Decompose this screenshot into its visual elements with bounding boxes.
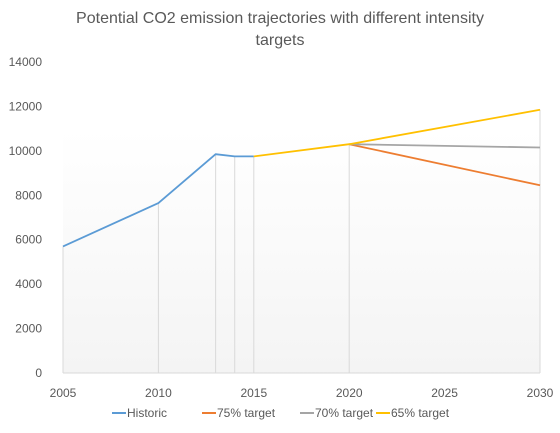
y-tick-label: 6000 — [15, 233, 42, 247]
x-tick-label: 2020 — [336, 386, 363, 400]
legend: Historic 75% target 70% target 65% target — [112, 406, 450, 420]
legend-label: Historic — [127, 406, 167, 420]
y-tick-label: 8000 — [15, 188, 42, 202]
x-tick-label: 2025 — [431, 386, 458, 400]
legend-label: 65% target — [391, 406, 450, 420]
series-line-65-target — [253, 108, 541, 158]
plot-background — [63, 130, 540, 373]
series-line-historic — [62, 153, 254, 248]
y-tick-label: 0 — [35, 366, 42, 380]
legend-label: 70% target — [315, 406, 374, 420]
y-tick-label: 10000 — [9, 144, 43, 158]
y-tick-label: 2000 — [15, 322, 42, 336]
y-axis: 0 2000 4000 6000 8000 10000 12000 14000 — [9, 55, 43, 380]
chart-title-line-2: targets — [256, 32, 305, 49]
series-line-70-target — [349, 143, 541, 149]
series-lines — [62, 108, 541, 248]
x-tick-label: 2015 — [240, 386, 267, 400]
chart-title: Potential CO2 emission trajectories with… — [76, 10, 484, 49]
legend-label: 75% target — [217, 406, 276, 420]
x-tick-label: 2005 — [50, 386, 77, 400]
drop-lines — [62, 109, 541, 373]
x-tick-label: 2010 — [145, 386, 172, 400]
y-tick-label: 14000 — [9, 55, 43, 69]
chart-title-line-1: Potential CO2 emission trajectories with… — [76, 10, 484, 27]
x-axis: 2005 2010 2015 2020 2025 2030 — [50, 372, 554, 400]
y-tick-label: 4000 — [15, 277, 42, 291]
x-tick-label: 2030 — [527, 386, 554, 400]
y-tick-label: 12000 — [9, 99, 43, 113]
series-line-75-target — [349, 143, 541, 187]
plot-area — [63, 130, 540, 373]
